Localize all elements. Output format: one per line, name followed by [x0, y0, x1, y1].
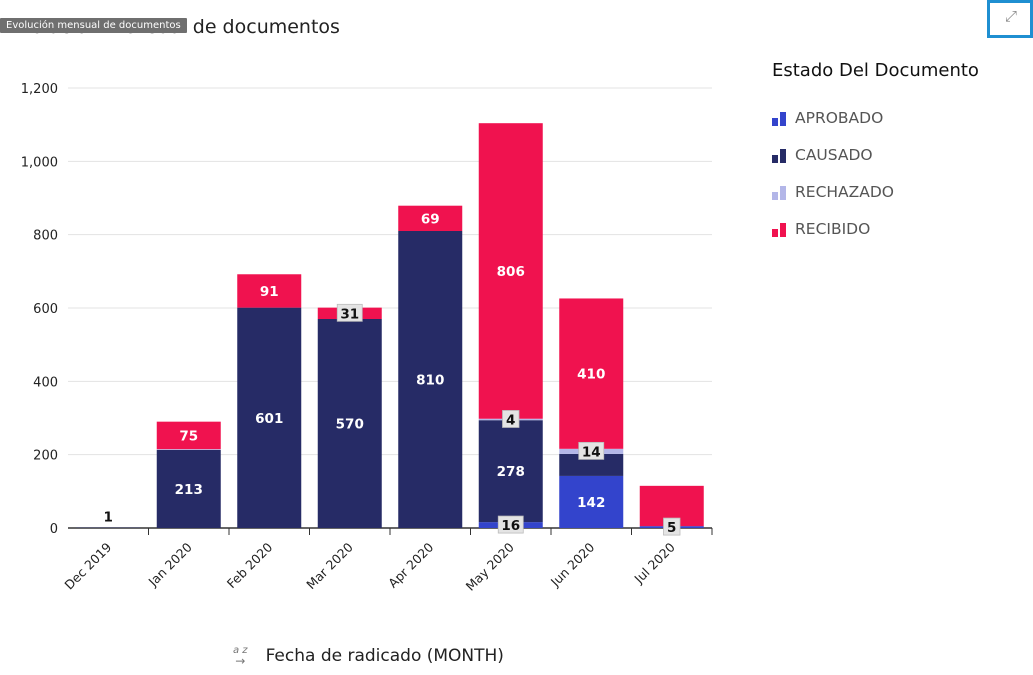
y-tick-label-1200: 1,200: [21, 82, 58, 97]
legend-item-rechazado[interactable]: RECHAZADO: [772, 173, 979, 210]
y-tick-label-600: 600: [33, 302, 58, 317]
y-tick-label-200: 200: [33, 449, 58, 464]
legend-swatch-icon: [772, 184, 790, 200]
bar-causado-jun-2020: [559, 453, 624, 476]
legend-swatch-icon: [772, 147, 790, 163]
bar-rechazado-jan-2020: [156, 449, 221, 450]
sort-icon-letters: a z: [233, 645, 248, 656]
bar-recibido-feb-2020: [237, 274, 302, 308]
x-tick-label-jun-2020: Jun 2020: [547, 539, 597, 589]
expand-icon[interactable]: ⤢: [1004, 7, 1017, 25]
data-label-causado-may-2020: 278: [497, 464, 525, 480]
x-tick-label-apr-2020: Apr 2020: [385, 539, 436, 590]
data-label-aprobado-jul-2020-box: [663, 517, 681, 536]
bar-causado-may-2020: [478, 420, 543, 523]
data-label-causado-dec-2019: 1: [104, 510, 113, 526]
bar-recibido-jun-2020: [559, 298, 624, 449]
legend: Estado Del Documento APROBADO CAUSADO RECH…: [772, 60, 979, 247]
y-tick-label-1000: 1,000: [21, 155, 58, 170]
data-label-aprobado-jul-2020: 5: [667, 520, 676, 536]
x-axis-label: Fecha de radicado (MONTH): [265, 646, 504, 666]
bar-causado-feb-2020: [237, 307, 302, 528]
legend-title: Estado Del Documento: [772, 60, 979, 81]
bar-recibido-apr-2020: [398, 205, 463, 231]
data-label-recibido-mar-2020: 31: [340, 306, 359, 322]
title-tooltip: Evolución mensual de documentos: [0, 18, 187, 33]
legend-swatch-icon: [772, 110, 790, 126]
bar-recibido-jan-2020: [156, 421, 221, 450]
bar-aprobado-jun-2020: [559, 475, 624, 528]
sort-icon-arrow: →: [235, 654, 246, 668]
bar-causado-apr-2020: [398, 231, 463, 528]
legend-label: RECIBIDO: [795, 219, 871, 238]
legend-label: CAUSADO: [795, 145, 873, 164]
bar-causado-jan-2020: [156, 449, 221, 528]
data-label-causado-apr-2020: 810: [416, 373, 444, 389]
data-label-rechazado-jun-2020-box: [578, 441, 605, 460]
data-label-causado-jan-2020: 213: [175, 482, 203, 498]
bar-causado-mar-2020: [317, 319, 382, 528]
data-label-recibido-feb-2020: 91: [260, 284, 279, 300]
data-label-aprobado-may-2020-box: [497, 515, 524, 534]
data-label-aprobado-may-2020: 16: [501, 518, 520, 534]
y-tick-label-0: 0: [50, 522, 58, 537]
legend-item-recibido[interactable]: RECIBIDO: [772, 210, 979, 247]
data-label-causado-feb-2020: 601: [255, 411, 283, 427]
az-sort-icon[interactable]: a z →: [233, 645, 248, 668]
legend-item-aprobado[interactable]: APROBADO: [772, 99, 979, 136]
x-tick-label-jul-2020: Jul 2020: [631, 539, 678, 586]
legend-item-causado[interactable]: CAUSADO: [772, 136, 979, 173]
x-tick-label-feb-2020: Feb 2020: [224, 539, 276, 591]
data-label-recibido-jun-2020: 410: [577, 367, 605, 383]
data-label-rechazado-may-2020-box: [502, 410, 520, 428]
x-tick-label-dec-2019: Dec 2019: [61, 539, 114, 592]
data-label-causado-mar-2020: 570: [336, 417, 364, 433]
data-label-aprobado-jun-2020: 142: [577, 495, 605, 511]
stacked-bar-chart: 0 200 400 600 800 1,000 1,200 Dec 2019 Jan 2020 F…: [21, 82, 713, 594]
x-tick-label-mar-2020: Mar 2020: [303, 539, 356, 592]
data-label-rechazado-may-2020: 4: [506, 412, 515, 428]
y-tick-label-400: 400: [33, 375, 58, 390]
legend-label: RECHAZADO: [795, 182, 895, 201]
data-label-recibido-jan-2020: 75: [179, 428, 198, 444]
data-label-rechazado-jun-2020: 14: [582, 444, 601, 460]
x-axis-label-row: a z → Fecha de radicado (MONTH): [233, 645, 504, 668]
data-label-recibido-apr-2020: 69: [421, 211, 440, 227]
legend-swatch-icon: [772, 221, 790, 237]
visual-frame-bottom: [987, 35, 1033, 38]
data-label-recibido-may-2020: 806: [497, 264, 525, 280]
data-label-recibido-mar-2020-box: [336, 303, 363, 322]
visual-frame-left: [987, 0, 990, 38]
x-tick-label-may-2020: May 2020: [463, 539, 517, 593]
legend-label: APROBADO: [795, 108, 884, 127]
bar-recibido-may-2020: [478, 123, 543, 419]
visual-frame-top: [987, 0, 1033, 3]
y-tick-label-800: 800: [33, 229, 58, 244]
visual-frame-right: [1030, 0, 1033, 38]
x-tick-label-jan-2020: Jan 2020: [145, 539, 195, 589]
